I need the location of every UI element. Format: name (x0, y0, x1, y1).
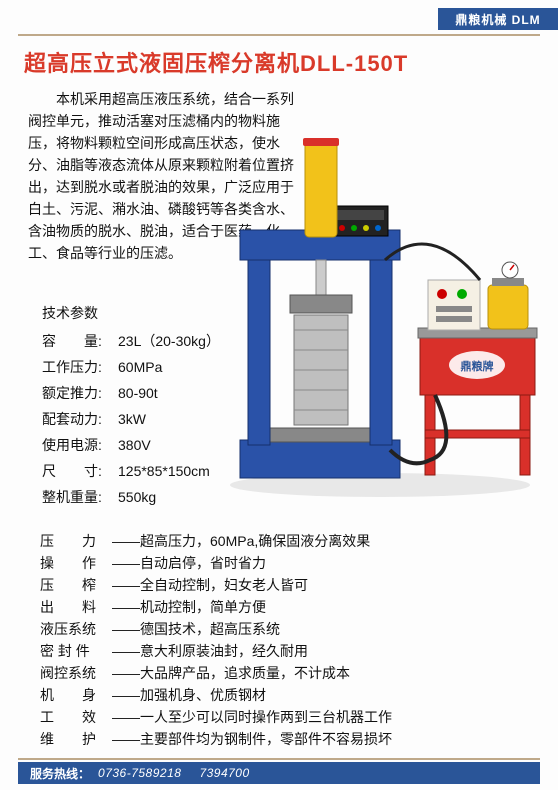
feature-value: ——超高压力，60MPa,确保固液分离效果 (112, 530, 370, 552)
spec-row: 整机重量:550kg (42, 484, 220, 510)
feature-label: 操 作 (40, 552, 112, 574)
spec-value: 380V (118, 432, 151, 458)
spec-row: 容 量:23L（20-30kg） (42, 328, 220, 354)
features-block: 压 力——超高压力，60MPa,确保固液分离效果操 作——自动启停，省时省力压 … (40, 530, 392, 750)
machine-illustration: 鼎粮牌 (230, 130, 540, 500)
spec-value: 3kW (118, 406, 146, 432)
spec-row: 配套动力:3kW (42, 406, 220, 432)
feature-row: 维 护——主要部件均为钢制件，零部件不容易损坏 (40, 728, 392, 750)
feature-label: 工 效 (40, 706, 112, 728)
feature-value: ——主要部件均为钢制件，零部件不容易损坏 (112, 728, 392, 750)
feature-row: 压 榨——全自动控制，妇女老人皆可 (40, 574, 392, 596)
spec-label: 尺 寸: (42, 458, 118, 484)
spec-label: 配套动力: (42, 406, 118, 432)
feature-value: ——意大利原装油封，经久耐用 (112, 640, 308, 662)
feature-row: 密 封 件——意大利原装油封，经久耐用 (40, 640, 392, 662)
spec-value: 23L（20-30kg） (118, 328, 220, 354)
feature-label: 机 身 (40, 684, 112, 706)
feature-row: 阀控系统——大品牌产品，追求质量，不计成本 (40, 662, 392, 684)
feature-label: 密 封 件 (40, 640, 112, 662)
feature-row: 液压系统——德国技术，超高压系统 (40, 618, 392, 640)
feature-label: 液压系统 (40, 618, 112, 640)
spec-value: 125*85*150cm (118, 458, 210, 484)
spec-value: 80-90t (118, 380, 158, 406)
brand-bar: 鼎粮机械 DLM (438, 8, 558, 30)
feature-row: 机 身——加强机身、优质钢材 (40, 684, 392, 706)
feature-label: 压 榨 (40, 574, 112, 596)
footer-bar: 服务热线： 0736-7589218 7394700 (18, 762, 540, 784)
feature-value: ——一人至少可以同时操作两到三台机器工作 (112, 706, 392, 728)
footer-phone-1: 0736-7589218 (98, 766, 181, 780)
spec-label: 整机重量: (42, 484, 118, 510)
footer-label: 服务热线： (30, 765, 90, 782)
divider-bottom (18, 758, 540, 760)
spec-row: 工作压力:60MPa (42, 354, 220, 380)
feature-value: ——加强机身、优质钢材 (112, 684, 266, 706)
page-title: 超高压立式液固压榨分离机DLL-150T (24, 46, 534, 78)
feature-row: 压 力——超高压力，60MPa,确保固液分离效果 (40, 530, 392, 552)
spec-label: 工作压力: (42, 354, 118, 380)
feature-label: 压 力 (40, 530, 112, 552)
spec-label: 容 量: (42, 328, 118, 354)
feature-value: ——德国技术，超高压系统 (112, 618, 280, 640)
specs-block: 技术参数 容 量:23L（20-30kg）工作压力:60MPa额定推力:80-9… (42, 300, 220, 510)
svg-text:鼎粮牌: 鼎粮牌 (461, 359, 494, 373)
spec-row: 使用电源:380V (42, 432, 220, 458)
feature-label: 出 料 (40, 596, 112, 618)
specs-header: 技术参数 (42, 300, 220, 326)
spec-label: 使用电源: (42, 432, 118, 458)
feature-row: 工 效——一人至少可以同时操作两到三台机器工作 (40, 706, 392, 728)
feature-label: 阀控系统 (40, 662, 112, 684)
feature-row: 操 作——自动启停，省时省力 (40, 552, 392, 574)
spec-row: 额定推力:80-90t (42, 380, 220, 406)
spec-label: 额定推力: (42, 380, 118, 406)
spec-row: 尺 寸:125*85*150cm (42, 458, 220, 484)
feature-label: 维 护 (40, 728, 112, 750)
footer-phone-2: 7394700 (199, 766, 249, 780)
feature-value: ——自动启停，省时省力 (112, 552, 266, 574)
feature-value: ——大品牌产品，追求质量，不计成本 (112, 662, 350, 684)
spec-value: 550kg (118, 484, 156, 510)
spec-value: 60MPa (118, 354, 162, 380)
feature-row: 出 料——机动控制，简单方便 (40, 596, 392, 618)
feature-value: ——全自动控制，妇女老人皆可 (112, 574, 308, 596)
divider-top (18, 34, 540, 36)
feature-value: ——机动控制，简单方便 (112, 596, 266, 618)
